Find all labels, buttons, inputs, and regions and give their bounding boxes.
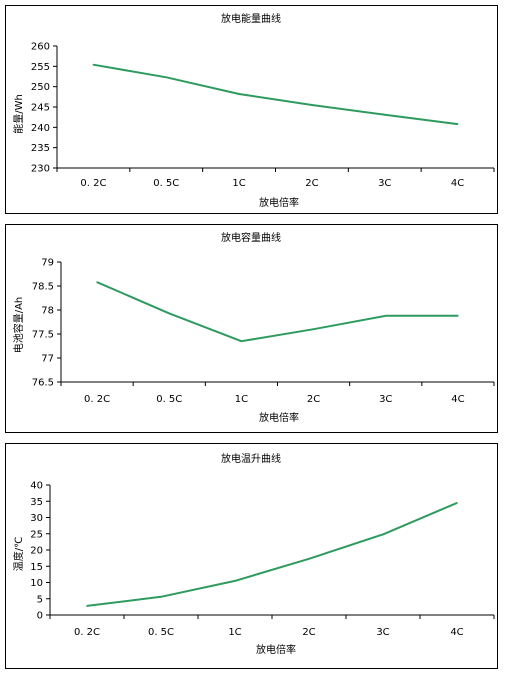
x-tick-label: 3C xyxy=(376,627,389,638)
chart-title: 放电能量曲线 xyxy=(221,12,281,25)
x-tick-label: 0. 5C xyxy=(153,178,179,189)
y-tick-label: 255 xyxy=(31,62,50,73)
y-tick-label: 40 xyxy=(30,481,43,492)
chart-title: 放电容量曲线 xyxy=(221,231,281,244)
y-tick-label: 78 xyxy=(41,306,54,317)
y-tick-label: 240 xyxy=(31,123,50,134)
data-point xyxy=(312,328,315,330)
x-axis-label: 放电倍率 xyxy=(259,411,299,424)
series-line xyxy=(96,281,458,343)
y-tick-label: 230 xyxy=(31,164,50,175)
y-tick-label: 77.5 xyxy=(32,330,54,341)
data-point xyxy=(456,502,458,504)
data-point xyxy=(234,580,236,582)
energy-chart: 放电能量曲线 230 235 240 245 250 255 260 0. 2C 0. 5C 1C… xyxy=(12,12,495,209)
data-point xyxy=(308,557,310,560)
x-tick-label: 3C xyxy=(378,178,391,189)
y-tick-label: 5 xyxy=(37,594,43,605)
y-tick-label: 76.5 xyxy=(32,378,54,389)
x-tick-label: 0. 5C xyxy=(148,627,174,638)
data-point xyxy=(168,312,171,315)
energy-chart-panel: 放电能量曲线 230 235 240 245 250 255 260 0. 2C 0. 5C 1C… xyxy=(5,5,498,214)
y-axis-label: 电池容量/Ah xyxy=(12,297,25,354)
data-point xyxy=(96,281,98,283)
x-tick-label: 0. 2C xyxy=(84,394,110,405)
x-tick-label: 2C xyxy=(307,394,320,405)
y-tick-label: 78.5 xyxy=(32,282,54,293)
chart-title: 放电温升曲线 xyxy=(221,452,281,465)
x-tick-label: 4C xyxy=(451,178,464,189)
data-point xyxy=(383,113,386,116)
y-tick-label: 0 xyxy=(37,611,43,622)
data-point xyxy=(86,605,88,607)
y-tick-label: 35 xyxy=(30,497,43,508)
y-tick-label: 250 xyxy=(31,82,50,93)
data-point xyxy=(165,76,168,79)
y-tick-label: 235 xyxy=(31,143,50,154)
x-tick-label: 3C xyxy=(379,394,392,405)
y-tick-label: 25 xyxy=(30,529,43,540)
x-tick-label: 1C xyxy=(232,178,245,189)
data-point xyxy=(456,123,459,125)
series-line xyxy=(86,501,458,607)
data-point xyxy=(382,533,384,536)
y-tick-label: 260 xyxy=(31,42,50,53)
data-point xyxy=(238,93,240,95)
x-tick-label: 1C xyxy=(228,627,241,638)
temperature-chart: 放电温升曲线 0 5 10 15 20 25 30 35 40 0. 2C 0. 5C 1C 2C 3C 4… xyxy=(12,452,495,656)
x-tick-label: 0. 2C xyxy=(80,178,106,189)
data-point xyxy=(160,596,162,598)
x-tick-label: 1C xyxy=(235,394,248,405)
y-axis-label: 能量/Wh xyxy=(12,94,25,134)
data-point xyxy=(92,63,95,66)
y-tick-label: 30 xyxy=(30,513,43,524)
data-point xyxy=(457,314,459,317)
data-point xyxy=(240,340,243,342)
series-line xyxy=(93,63,458,126)
capacity-chart: 放电容量曲线 76.5 77 77.5 78 78.5 79 0. 2C 0. 5C 1C 2C 3… xyxy=(12,231,495,424)
y-tick-label: 15 xyxy=(30,562,43,573)
data-point xyxy=(384,314,387,317)
x-tick-label: 2C xyxy=(302,627,315,638)
x-tick-label: 0. 2C xyxy=(74,627,100,638)
y-tick-label: 10 xyxy=(30,578,43,589)
temperature-chart-panel: 放电温升曲线 0 5 10 15 20 25 30 35 40 0. 2C 0. 5C 1C 2C 3C 4… xyxy=(5,443,498,669)
y-tick-label: 79 xyxy=(41,258,54,269)
x-tick-label: 4C xyxy=(451,394,464,405)
x-axis-label: 放电倍率 xyxy=(259,196,299,209)
x-tick-label: 0. 5C xyxy=(156,394,182,405)
x-tick-label: 2C xyxy=(305,178,318,189)
x-tick-label: 4C xyxy=(450,627,463,638)
y-tick-label: 245 xyxy=(31,103,50,114)
y-axis-label: 温度/℃ xyxy=(12,537,25,572)
capacity-chart-panel: 放电容量曲线 76.5 77 77.5 78 78.5 79 0. 2C 0. 5C 1C 2C 3… xyxy=(5,224,498,433)
data-point xyxy=(311,104,313,106)
y-tick-label: 77 xyxy=(41,354,54,365)
x-axis-label: 放电倍率 xyxy=(256,643,296,656)
y-tick-label: 20 xyxy=(30,546,43,557)
